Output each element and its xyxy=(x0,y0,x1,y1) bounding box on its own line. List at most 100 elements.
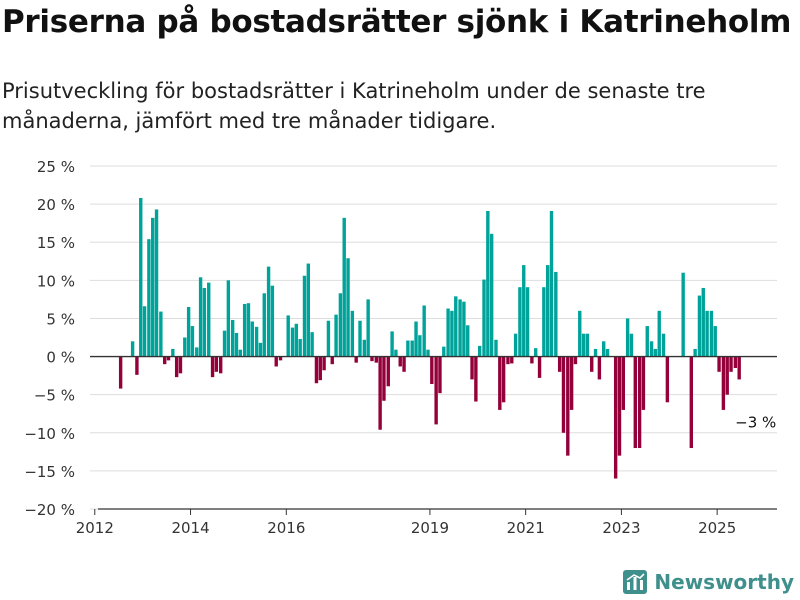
bar xyxy=(195,347,199,357)
bar xyxy=(454,296,458,357)
bar xyxy=(462,301,466,357)
bar xyxy=(665,356,670,403)
bar xyxy=(414,321,418,357)
bar xyxy=(585,333,590,357)
bar xyxy=(729,356,733,372)
bar xyxy=(554,271,558,357)
bar xyxy=(617,356,622,456)
bar xyxy=(294,323,299,357)
bar xyxy=(717,356,721,372)
bar xyxy=(310,332,314,357)
bar xyxy=(234,332,239,357)
bar xyxy=(641,356,646,410)
bar xyxy=(242,303,247,357)
bar xyxy=(605,348,610,357)
bar xyxy=(207,282,211,357)
bar xyxy=(418,335,422,357)
bar xyxy=(725,356,729,395)
bar xyxy=(390,331,394,357)
tick-labels: 25 % 20 % 15 % 10 % 5 % 0 % −5 % −10 % −15 % −20 … xyxy=(24,158,778,537)
y-tick-label: 25 % xyxy=(37,158,75,176)
y-tick-label: 10 % xyxy=(37,272,75,290)
bar xyxy=(569,356,574,410)
bar xyxy=(250,321,254,357)
bar xyxy=(246,303,251,357)
page-title: Priserna på bostadsrätter sjönk i Katrin… xyxy=(2,4,792,40)
bar xyxy=(466,325,470,357)
y-tick-label: 15 % xyxy=(37,234,75,252)
bar xyxy=(222,330,227,357)
bar xyxy=(402,356,406,372)
bar xyxy=(530,356,534,364)
bar xyxy=(566,356,570,456)
bar xyxy=(118,356,123,389)
bar xyxy=(549,210,554,357)
bar xyxy=(697,295,702,357)
bar xyxy=(653,348,658,357)
bar xyxy=(382,356,386,401)
brand-name: Newsworthy xyxy=(654,570,794,594)
bar xyxy=(226,280,231,357)
bar xyxy=(498,356,502,410)
bar xyxy=(298,339,302,357)
bar xyxy=(262,293,266,357)
bar xyxy=(130,341,135,357)
bar xyxy=(525,287,530,357)
bar xyxy=(713,326,717,357)
bar xyxy=(486,210,490,357)
bar xyxy=(266,266,271,357)
bar xyxy=(446,308,450,357)
bar xyxy=(190,326,195,357)
x-tick-label: 2025 xyxy=(698,519,736,537)
bar xyxy=(219,356,223,374)
bar xyxy=(350,310,355,357)
y-tick-label: 0 % xyxy=(46,349,75,367)
bar xyxy=(202,287,207,357)
bar xyxy=(501,356,506,403)
bar xyxy=(258,342,263,357)
bar xyxy=(597,356,602,380)
bar xyxy=(613,356,618,479)
bar xyxy=(278,356,283,361)
bar xyxy=(637,356,642,449)
bar xyxy=(458,299,462,357)
bar xyxy=(318,356,322,381)
bar xyxy=(198,277,203,357)
bar xyxy=(334,314,338,357)
bar xyxy=(590,356,594,372)
bar xyxy=(478,345,482,357)
bar xyxy=(378,356,382,430)
bar xyxy=(366,299,370,357)
bar xyxy=(701,287,705,357)
bar xyxy=(139,198,143,357)
bar xyxy=(581,333,586,357)
bar xyxy=(438,356,442,394)
y-tick-label: 20 % xyxy=(37,196,75,214)
bar xyxy=(450,310,454,357)
bar xyxy=(410,340,414,357)
bar xyxy=(737,356,741,380)
bar xyxy=(426,349,430,357)
bar xyxy=(386,356,390,387)
bar xyxy=(573,356,578,365)
bar xyxy=(522,265,526,357)
x-tick-label: 2014 xyxy=(171,519,209,537)
bar xyxy=(290,327,295,357)
bar xyxy=(362,339,367,357)
y-tick-label: 5 % xyxy=(46,310,75,328)
bar xyxy=(689,356,694,449)
bar xyxy=(442,346,446,357)
bar xyxy=(649,341,654,357)
bar xyxy=(306,263,311,357)
bar xyxy=(302,275,307,357)
bar xyxy=(210,356,215,378)
bar xyxy=(621,356,626,410)
newsworthy-brand: Newsworthy xyxy=(623,570,794,594)
bar xyxy=(330,356,334,365)
bar xyxy=(513,333,518,357)
bar xyxy=(135,356,139,375)
bar xyxy=(398,356,402,367)
bar xyxy=(147,239,151,357)
bar xyxy=(545,265,550,357)
